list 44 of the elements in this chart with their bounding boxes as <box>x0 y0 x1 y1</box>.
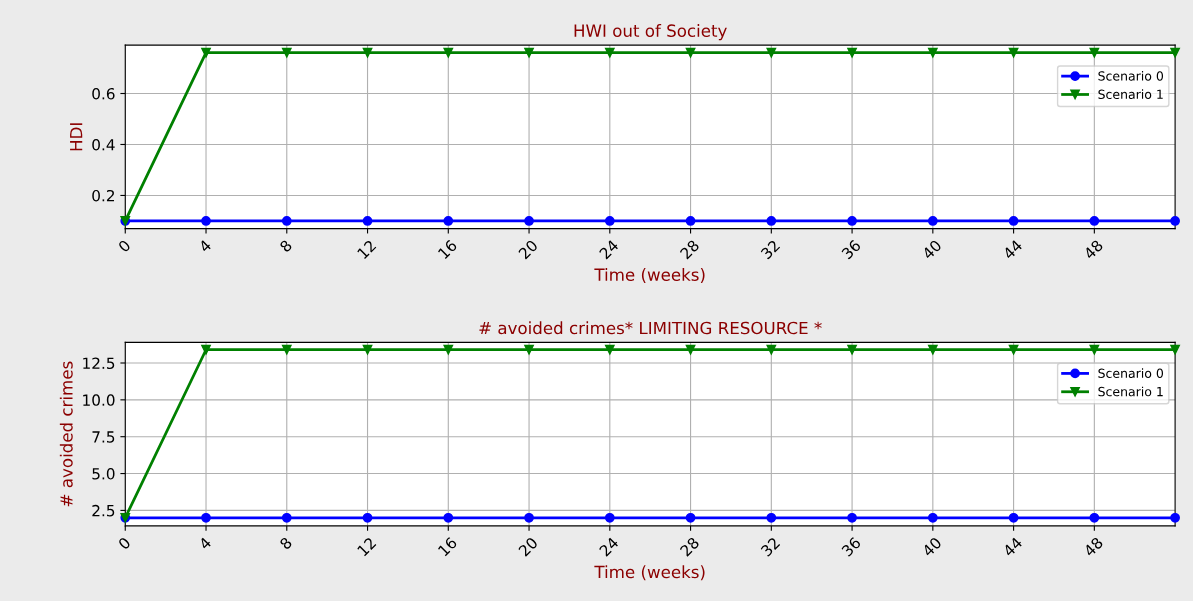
x-tick-label: 44 <box>1002 536 1023 558</box>
x-tick-label: 40 <box>921 239 943 260</box>
y-tick-label: 7.5 <box>92 431 115 443</box>
x-tick-label: 32 <box>760 536 781 557</box>
x-tick-label: 24 <box>598 536 620 557</box>
x-tick-label: 20 <box>517 536 539 557</box>
x-tick-label: 36 <box>840 536 862 557</box>
x-tick-label: 40 <box>921 536 943 558</box>
y-tick-label: 0.2 <box>92 189 115 202</box>
y-tick-label: 10.0 <box>83 394 115 406</box>
x-axis-title: Time (weeks) <box>594 565 705 581</box>
y-axis-title: # avoided crimes <box>59 361 73 507</box>
x-tick-label: 16 <box>437 239 458 260</box>
x-tick-label: 12 <box>356 536 377 557</box>
legend-label: Scenario 0 <box>1098 71 1164 81</box>
x-tick-label: 36 <box>840 239 862 260</box>
x-tick-label: 32 <box>760 239 781 260</box>
x-tick-label: 48 <box>1082 239 1104 260</box>
x-tick-label: 16 <box>437 536 458 557</box>
x-tick-label: 8 <box>279 239 293 253</box>
x-tick-label: 4 <box>198 536 212 551</box>
x-tick-label: 0 <box>117 536 132 551</box>
legend-label: Scenario 1 <box>1098 89 1163 100</box>
y-tick-label: 0.4 <box>92 138 115 151</box>
x-tick-label: 28 <box>679 536 700 557</box>
legend-label: Scenario 1 <box>1098 386 1163 397</box>
x-tick-label: 4 <box>198 239 212 253</box>
y-tick-label: 5.0 <box>92 468 115 480</box>
legend-label: Scenario 0 <box>1098 368 1164 378</box>
x-tick-label: 12 <box>356 239 377 260</box>
x-tick-label: 24 <box>598 239 620 260</box>
x-tick-label: 48 <box>1082 536 1104 558</box>
x-tick-label: 8 <box>279 536 293 551</box>
chart-title: HWI out of Society <box>574 24 727 41</box>
y-tick-label: 0.6 <box>92 87 115 100</box>
x-tick-label: 20 <box>517 239 539 260</box>
x-tick-label: 28 <box>679 239 700 260</box>
x-axis-title: Time (weeks) <box>594 268 705 283</box>
x-tick-label: 44 <box>1002 239 1023 260</box>
y-tick-label: 2.5 <box>92 504 115 517</box>
y-tick-label: 12.5 <box>83 357 115 370</box>
chart-title: # avoided crimes* LIMITING RESOURCE * <box>479 321 822 335</box>
y-axis-title: HDI <box>70 123 83 151</box>
x-tick-label: 0 <box>117 239 132 253</box>
